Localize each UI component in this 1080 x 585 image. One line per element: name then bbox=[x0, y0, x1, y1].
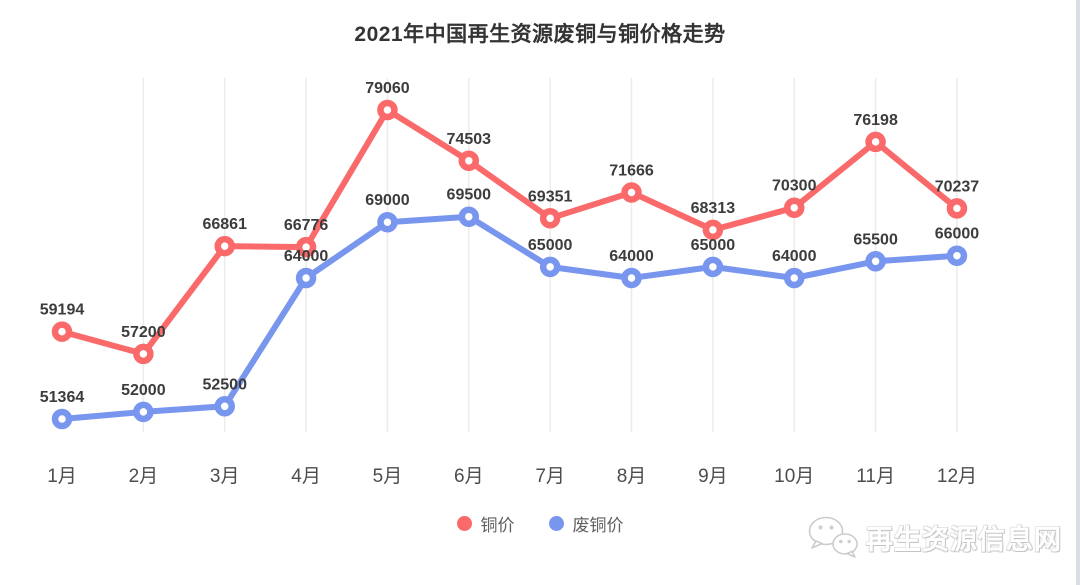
x-axis-label-5月: 5月 bbox=[373, 466, 403, 487]
data-point-铜价-1月 bbox=[51, 321, 73, 342]
value-label-铜价-10月: 70300 bbox=[772, 178, 817, 195]
value-label-废铜价-5月: 69000 bbox=[365, 192, 410, 209]
legend-label-scrap-copper-price: 废铜价 bbox=[572, 516, 624, 535]
value-label-铜价-1月: 59194 bbox=[40, 302, 85, 319]
value-label-废铜价-8月: 64000 bbox=[609, 248, 654, 265]
data-point-废铜价-8月 bbox=[621, 267, 642, 289]
value-label-铜价-11月: 76198 bbox=[853, 112, 898, 129]
series-line-铜价 bbox=[59, 107, 960, 357]
x-axis-label-11月: 11月 bbox=[856, 466, 895, 487]
data-point-铜价-12月 bbox=[946, 198, 968, 219]
value-label-废铜价-3月: 52500 bbox=[202, 376, 247, 393]
x-axis-label-7月: 7月 bbox=[535, 466, 565, 487]
line-chart: 59194 57200 66861 66776 79060 74503 69351 71666… bbox=[40, 78, 980, 487]
value-label-废铜价-6月: 69500 bbox=[447, 187, 492, 204]
data-point-废铜价-6月 bbox=[458, 206, 480, 227]
legend-marker-scrap-copper-price-icon bbox=[548, 516, 564, 531]
data-point-废铜价-12月 bbox=[946, 245, 968, 266]
legend-marker-copper-price-icon bbox=[456, 516, 472, 531]
value-label-废铜价-7月: 65000 bbox=[528, 237, 573, 254]
data-point-废铜价-4月 bbox=[295, 267, 317, 289]
data-point-废铜价-5月 bbox=[377, 211, 398, 233]
x-axis-label-9月: 9月 bbox=[698, 466, 728, 487]
value-label-铜价-6月: 74503 bbox=[447, 131, 492, 148]
x-axis-label-2月: 2月 bbox=[129, 466, 159, 487]
x-axis-label-1月: 1月 bbox=[47, 466, 77, 487]
legend-label-copper-price: 铜价 bbox=[480, 516, 515, 535]
data-point-废铜价-3月 bbox=[214, 396, 235, 417]
value-label-废铜价-2月: 52000 bbox=[121, 382, 166, 399]
value-label-废铜价-9月: 65000 bbox=[691, 237, 736, 254]
scrollbar-track[interactable] bbox=[1076, 0, 1080, 585]
value-label-铜价-3月: 66861 bbox=[202, 216, 247, 233]
data-point-铜价-9月 bbox=[702, 219, 724, 241]
legend-item-copper-price: 铜价 bbox=[456, 511, 515, 536]
value-label-铜价-9月: 68313 bbox=[691, 200, 736, 217]
data-point-废铜价-11月 bbox=[865, 251, 886, 272]
x-axis-label-3月: 3月 bbox=[210, 466, 240, 487]
legend: 铜价 废铜价 bbox=[0, 511, 1080, 536]
data-point-铜价-11月 bbox=[865, 131, 886, 153]
data-point-铜价-5月 bbox=[377, 99, 398, 121]
data-point-铜价-8月 bbox=[621, 182, 642, 203]
watermark: 再生资源信息网 bbox=[806, 514, 1062, 560]
x-axis-label-12月: 12月 bbox=[937, 466, 977, 487]
x-axis-label-8月: 8月 bbox=[617, 466, 647, 487]
data-point-铜价-2月 bbox=[133, 343, 154, 365]
x-axis-label-4月: 4月 bbox=[291, 466, 321, 487]
legend-item-scrap-copper-price: 废铜价 bbox=[548, 511, 624, 536]
value-label-废铜价-1月: 51364 bbox=[40, 389, 85, 406]
value-label-铜价-5月: 79060 bbox=[365, 80, 410, 97]
data-point-废铜价-2月 bbox=[133, 401, 154, 423]
value-label-废铜价-12月: 66000 bbox=[935, 226, 980, 243]
data-point-废铜价-9月 bbox=[702, 256, 724, 278]
chart-title: 2021年中国再生资源废铜与铜价格走势 bbox=[354, 23, 726, 46]
data-point-铜价-7月 bbox=[539, 208, 561, 229]
x-axis-label-10月: 10月 bbox=[774, 466, 814, 487]
data-point-铜价-3月 bbox=[214, 235, 235, 257]
data-point-铜价-6月 bbox=[458, 150, 480, 172]
wechat-icon bbox=[808, 516, 858, 558]
value-label-铜价-4月: 66776 bbox=[284, 217, 329, 234]
data-point-废铜价-7月 bbox=[539, 256, 561, 278]
x-axis-label-6月: 6月 bbox=[454, 466, 484, 487]
value-label-铜价-2月: 57200 bbox=[121, 324, 166, 341]
value-label-铜价-7月: 69351 bbox=[528, 188, 573, 205]
value-label-铜价-12月: 70237 bbox=[935, 178, 980, 195]
data-point-铜价-10月 bbox=[783, 197, 805, 218]
watermark-text: 再生资源信息网 bbox=[866, 524, 1062, 555]
data-point-铜价-4月 bbox=[295, 236, 317, 258]
series-line-废铜价 bbox=[59, 213, 960, 422]
data-point-废铜价-10月 bbox=[783, 267, 805, 289]
value-label-废铜价-4月: 64000 bbox=[284, 248, 329, 265]
value-label-废铜价-11月: 65500 bbox=[853, 231, 898, 248]
data-point-废铜价-1月 bbox=[51, 408, 73, 430]
value-label-废铜价-10月: 64000 bbox=[772, 248, 817, 265]
value-label-铜价-8月: 71666 bbox=[609, 163, 654, 180]
